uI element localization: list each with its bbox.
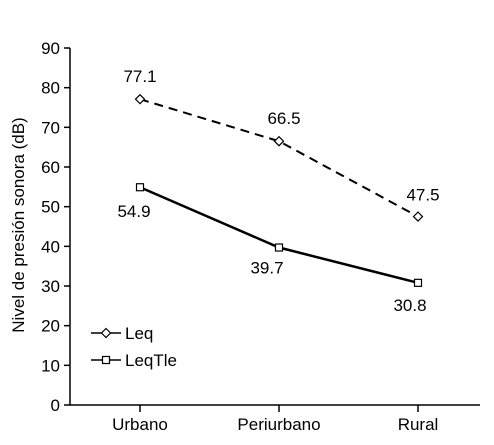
y-ticks: 0 10 20 30 40 50 60 70 80 90 <box>41 39 70 415</box>
x-tick-label: Urbano <box>112 415 168 434</box>
series-line <box>139 98 419 218</box>
data-point <box>413 278 423 287</box>
legend-item-leq: Leq <box>91 324 153 343</box>
series-leqtle: 54.9 39.7 30.8 <box>117 183 427 315</box>
y-tick-label: 90 <box>41 39 60 58</box>
y-tick-label: 0 <box>51 396 60 415</box>
data-point <box>134 93 146 105</box>
x-ticks: Urbano Periurbano Rural <box>112 405 438 434</box>
data-label: 66.5 <box>267 109 300 128</box>
data-label: 30.8 <box>393 296 426 315</box>
data-label: 47.5 <box>406 186 439 205</box>
legend-label: Leq <box>125 324 153 343</box>
series-leq: 77.1 66.5 47.5 <box>123 67 440 222</box>
legend-marker <box>101 355 111 365</box>
y-tick-label: 40 <box>41 237 60 256</box>
y-tick-label: 70 <box>41 118 60 137</box>
data-point <box>135 183 145 192</box>
x-tick-label: Rural <box>398 415 439 434</box>
legend: Leq LeqTle <box>91 324 177 370</box>
data-point <box>273 135 285 147</box>
axes <box>69 48 480 406</box>
data-label: 39.7 <box>250 259 283 278</box>
x-tick-label: Periurbano <box>237 415 320 434</box>
y-tick-label: 50 <box>41 198 60 217</box>
series-layer: 77.1 66.5 47.5 54.9 39.7 30.8 <box>117 67 439 315</box>
y-tick-label: 20 <box>41 317 60 336</box>
y-tick-label: 30 <box>41 277 60 296</box>
data-label: 54.9 <box>117 202 150 221</box>
legend-marker <box>100 327 112 339</box>
y-tick-label: 60 <box>41 158 60 177</box>
y-tick-label: 80 <box>41 79 60 98</box>
data-point <box>412 211 424 222</box>
data-point <box>274 243 284 252</box>
legend-label: LeqTle <box>125 351 177 370</box>
data-label: 77.1 <box>123 67 156 86</box>
legend-item-leqtle: LeqTle <box>91 351 177 370</box>
y-axis-title: Nivel de presión sonora (dB) <box>9 117 28 332</box>
y-tick-label: 10 <box>41 356 60 375</box>
